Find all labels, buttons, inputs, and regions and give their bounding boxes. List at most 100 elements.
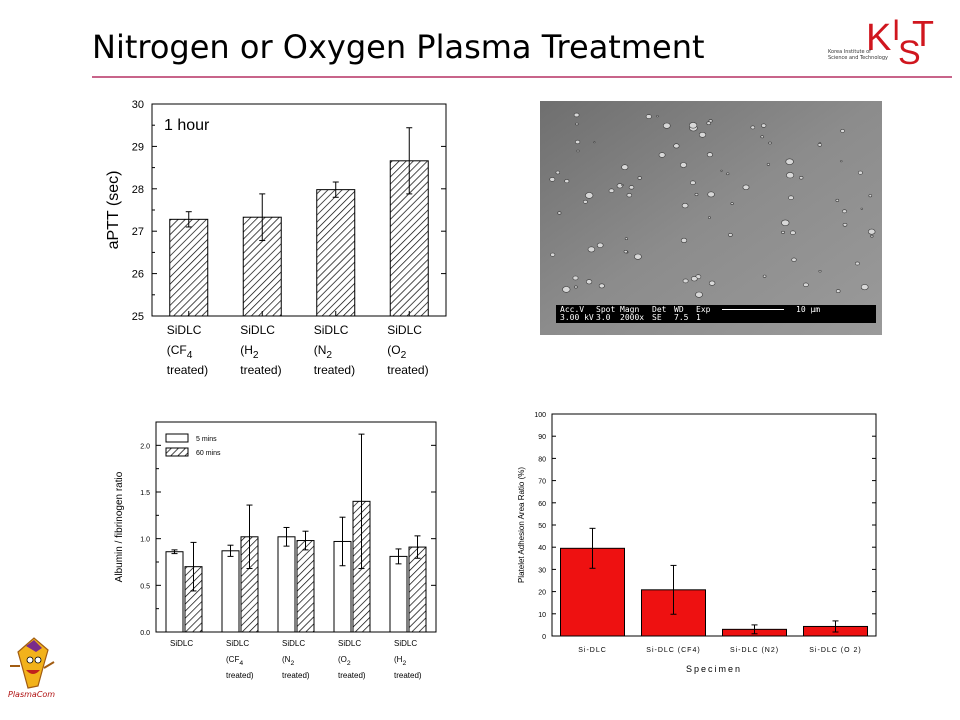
bar	[277, 536, 296, 633]
sem-particle	[728, 233, 733, 237]
bar	[296, 540, 315, 633]
sem-particle	[698, 131, 707, 138]
y-tick-label: 100	[534, 412, 546, 419]
sem-particle	[768, 141, 772, 145]
sem-particle	[766, 163, 770, 166]
sem-magn-value: 2000x	[620, 313, 645, 322]
sem-particle	[550, 252, 556, 257]
sem-particle	[786, 172, 795, 179]
logo-caption-line: Science and Technology	[828, 55, 888, 61]
bar	[408, 546, 427, 633]
x-tick-label: (H2	[240, 343, 259, 361]
bar	[221, 550, 240, 633]
y-axis-title: aPTT (sec)	[105, 171, 122, 250]
y-tick-label: 10	[538, 612, 546, 619]
sem-particle	[854, 261, 860, 266]
sem-particle	[781, 230, 785, 234]
bar	[165, 551, 184, 633]
sem-particle	[799, 176, 804, 180]
x-tick-label: SiDLC	[167, 323, 202, 337]
logo-caption: Korea Institute of Science and Technolog…	[828, 49, 888, 61]
svg-text:S: S	[898, 34, 921, 72]
sem-particle	[870, 234, 874, 238]
x-axis-title: Specimen	[686, 664, 742, 674]
x-tick-label: treated)	[387, 363, 428, 377]
sem-particle	[785, 158, 794, 165]
y-tick-label: 29	[132, 141, 144, 153]
sem-particle	[840, 160, 843, 163]
sem-micrograph: Acc.V 3.00 kV Spot 3.0 Magn 2000x Det SE…	[540, 101, 882, 335]
sem-particle	[645, 114, 652, 119]
sem-particle	[585, 192, 594, 199]
title-divider	[92, 76, 952, 78]
albumin-fibrinogen-bar-chart: 0.0 0.5 1.0 1.5 2.0 Albumin / fibrinogen rati…	[114, 421, 437, 680]
legend-swatch	[165, 447, 189, 457]
sem-particle	[857, 170, 863, 175]
y-tick-label: 27	[132, 226, 144, 238]
x-tick-label: SiDLC	[282, 639, 305, 648]
page-title: Nitrogen or Oxygen Plasma Treatment	[92, 28, 705, 66]
sem-particle	[658, 152, 666, 158]
sem-particle	[621, 164, 629, 170]
y-tick-label: 40	[538, 545, 546, 552]
bar	[169, 218, 209, 317]
y-tick-label: 30	[132, 99, 144, 111]
x-tick-label: (N2	[282, 655, 294, 667]
sem-exp-value: 1	[696, 313, 701, 322]
sem-particle	[695, 291, 703, 298]
sem-particle	[681, 202, 689, 209]
sem-exp-label: Exp	[696, 305, 711, 314]
sem-particle	[680, 237, 688, 243]
y-tick-label: 60	[538, 501, 546, 508]
sem-particle	[585, 279, 593, 285]
sem-particle	[708, 280, 716, 286]
x-tick-label: SiDLC	[387, 323, 422, 337]
platelet-adhesion-bar-chart: 0 10 20 30 40 50 60 70 80 90 100 Platelet Adhesion …	[517, 412, 877, 674]
y-tick-label: 80	[538, 456, 546, 463]
sem-particle	[549, 177, 556, 182]
sem-particle	[689, 122, 698, 129]
sem-particle	[574, 285, 578, 289]
sem-particle	[637, 176, 642, 180]
sem-particle	[706, 152, 713, 158]
sem-particle	[761, 123, 767, 128]
sem-particle	[583, 199, 588, 204]
sem-particle	[835, 198, 840, 202]
sem-particle	[803, 282, 809, 288]
y-tick-label: 0.5	[140, 583, 150, 590]
sem-particle	[557, 211, 562, 215]
x-tick-label: SiDLC	[226, 639, 249, 648]
sem-spot-value: 3.0	[596, 313, 611, 322]
sem-surface-image	[540, 101, 882, 335]
aptt-bar-chart: 25 26 27 28 29 30 aPTT (sec) 1 hour SiDLC (CF4 tre…	[105, 99, 447, 377]
sem-particle	[788, 195, 794, 200]
y-tick-label: 70	[538, 479, 546, 486]
sem-particle	[564, 179, 570, 184]
sem-particle	[781, 219, 790, 227]
sem-particle	[623, 250, 628, 254]
sem-scale-bar	[722, 309, 784, 311]
sem-particle	[587, 246, 596, 253]
sem-particle	[750, 125, 756, 130]
sem-particle	[840, 128, 845, 133]
sem-particle	[694, 193, 699, 197]
sem-particle	[555, 170, 560, 175]
sem-databar: Acc.V 3.00 kV Spot 3.0 Magn 2000x Det SE…	[556, 305, 876, 323]
x-tick-label: Si-DLC	[578, 647, 607, 654]
svg-text:K: K	[866, 17, 891, 59]
sem-particle	[626, 193, 633, 198]
sem-particle	[562, 286, 571, 293]
sem-particle	[707, 216, 711, 219]
x-tick-label: SiDLC	[338, 639, 361, 648]
sem-magn-label: Magn	[620, 305, 640, 314]
sem-particle	[726, 172, 730, 176]
sem-spot-label: Spot	[596, 305, 616, 314]
sem-particle	[608, 188, 615, 193]
sem-particle	[656, 115, 659, 118]
sem-particle	[593, 141, 596, 144]
sem-particle	[868, 228, 876, 235]
sem-particle	[691, 276, 698, 282]
sem-wd-value: 7.5	[674, 313, 689, 322]
sem-particle	[682, 278, 689, 284]
sem-particle	[572, 275, 579, 281]
